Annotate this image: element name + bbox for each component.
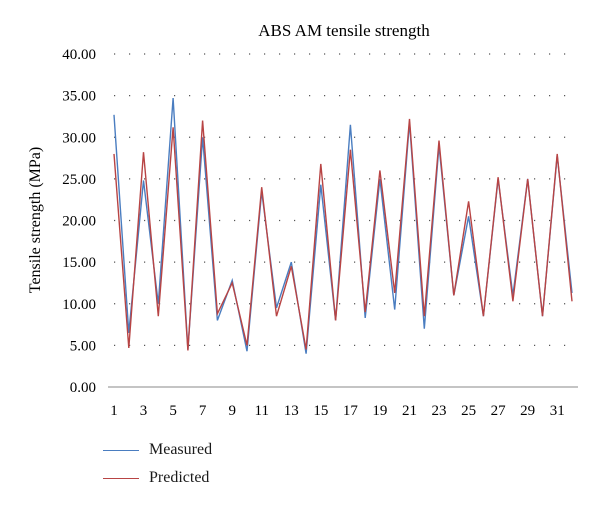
y-tick-label: 25.00 — [62, 172, 96, 188]
y-tick-label: 35.00 — [62, 89, 96, 105]
legend-swatch-predicted — [103, 477, 139, 479]
x-axis-ticks: 1 3 5 7 9 11 13 15 17 19 21 23 25 27 29 31 — [110, 403, 564, 419]
y-tick-label: 15.00 — [62, 255, 96, 271]
chart-title: ABS AM tensile strength — [258, 21, 430, 40]
y-tick-label: 20.00 — [62, 214, 96, 230]
x-tick-label: 17 — [343, 403, 359, 419]
y-tick-label: 5.00 — [70, 338, 96, 354]
x-tick-label: 15 — [313, 403, 328, 419]
x-tick-label: 25 — [461, 403, 476, 419]
y-tick-label: 10.00 — [62, 297, 96, 313]
grid — [114, 53, 572, 346]
x-tick-label: 29 — [520, 403, 535, 419]
y-tick-label: 40.00 — [62, 47, 96, 63]
x-tick-label: 23 — [432, 403, 447, 419]
y-axis-label: Tensile strength (MPa) — [27, 147, 44, 293]
legend-label-predicted: Predicted — [149, 469, 210, 486]
x-tick-label: 27 — [491, 403, 507, 419]
legend-item-measured: Measured — [103, 436, 212, 464]
legend-item-predicted: Predicted — [103, 464, 212, 492]
x-tick-label: 3 — [140, 403, 148, 419]
y-tick-label: 30.00 — [62, 130, 96, 146]
x-tick-label: 5 — [169, 403, 177, 419]
series-line-predicted — [113, 118, 573, 351]
y-tick-label: 0.00 — [70, 380, 96, 396]
x-tick-label: 21 — [402, 403, 417, 419]
series-lines — [113, 98, 573, 354]
x-tick-label: 9 — [228, 403, 236, 419]
y-axis-ticks: 0.00 5.00 10.00 15.00 20.00 25.00 30.00 35.00 40… — [62, 47, 96, 396]
x-tick-label: 11 — [255, 403, 269, 419]
x-tick-label: 31 — [550, 403, 565, 419]
x-tick-label: 7 — [199, 403, 207, 419]
x-tick-label: 19 — [372, 403, 387, 419]
legend-label-measured: Measured — [149, 441, 213, 458]
legend: Measured Predicted — [103, 436, 212, 492]
x-tick-label: 1 — [110, 403, 118, 419]
x-tick-label: 13 — [284, 403, 299, 419]
legend-swatch-measured — [103, 449, 139, 451]
